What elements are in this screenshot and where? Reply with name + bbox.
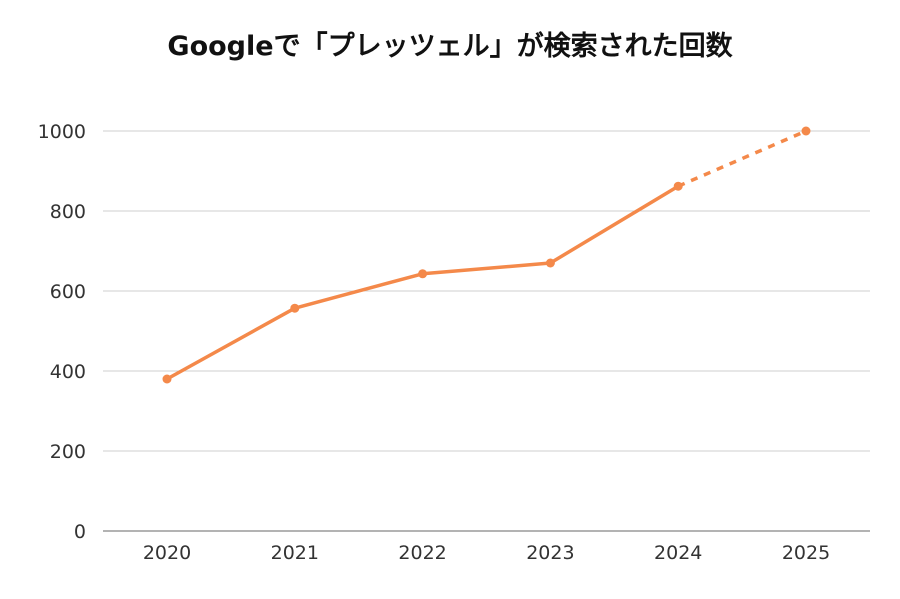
x-tick-label: 2023 (526, 542, 574, 564)
gridlines (103, 130, 870, 452)
x-tick-label: 2025 (782, 542, 830, 564)
x-tick-label: 2021 (271, 542, 319, 564)
series-lines (165, 129, 807, 381)
data-point (545, 258, 555, 268)
data-point (290, 303, 300, 313)
y-axis-ticks: 0 200 400 600 800 1000 (38, 121, 86, 543)
series-line (165, 184, 680, 381)
series-line-projected (677, 129, 807, 188)
chart-title: Googleで「プレッツェル」が検索された回数 (167, 31, 733, 62)
y-tick-label: 400 (50, 361, 86, 383)
data-point (162, 374, 172, 384)
data-point (418, 269, 428, 279)
x-tick-label: 2020 (143, 542, 191, 564)
y-tick-label: 1000 (38, 121, 86, 143)
y-tick-label: 600 (50, 281, 86, 303)
data-point (801, 126, 811, 136)
y-tick-label: 200 (50, 441, 86, 463)
series-points (162, 126, 811, 384)
x-tick-label: 2022 (398, 542, 446, 564)
x-axis-ticks: 2020 2021 2022 2023 2024 2025 (143, 542, 830, 564)
y-tick-label: 800 (50, 201, 86, 223)
data-point (673, 181, 683, 191)
y-tick-label: 0 (74, 521, 86, 543)
x-tick-label: 2024 (654, 542, 702, 564)
